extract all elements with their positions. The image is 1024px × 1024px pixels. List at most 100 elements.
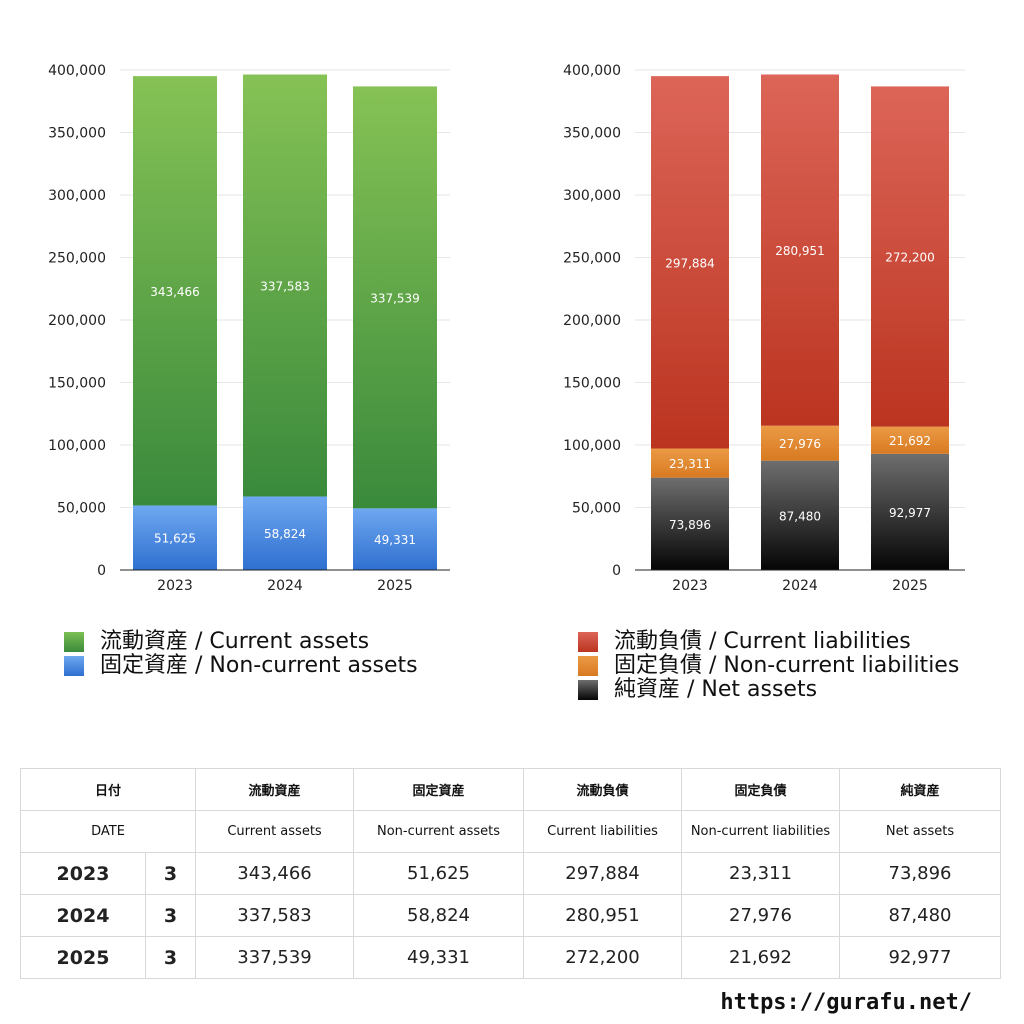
data-label: 272,200 — [885, 251, 935, 265]
legend-swatch-net-assets — [578, 680, 598, 700]
table-cell: 297,884 — [523, 852, 683, 895]
table-cell: 27,976 — [681, 894, 841, 937]
y-tick-label: 300,000 — [48, 188, 106, 204]
x-tick-label: 2023 — [672, 578, 708, 594]
y-tick-label: 400,000 — [48, 63, 106, 79]
legend-swatch-current-liabilities — [578, 632, 598, 652]
site-url[interactable]: https://gurafu.net/ — [720, 990, 972, 1015]
bar-segment — [133, 505, 217, 570]
table-header-cell: Non-current assets — [353, 810, 525, 853]
y-tick-label: 50,000 — [57, 501, 106, 517]
table-header-cell: 流動資産 — [195, 768, 355, 811]
y-tick-label: 150,000 — [563, 376, 621, 392]
legend-swatch-non-current-liabilities — [578, 656, 598, 676]
y-tick-label: 0 — [97, 563, 106, 579]
table-row: 2023 3 343,466 51,625 297,884 23,311 73,… — [20, 852, 1002, 895]
table-header-row: 日付 流動資産 固定資産 流動負債 固定負債 純資産 — [19, 768, 1002, 811]
assets-legend: 流動資産 / Current assets 固定資産 / Non-current… — [64, 630, 418, 678]
table-header-cell: Current liabilities — [523, 810, 683, 853]
data-label: 343,466 — [150, 285, 200, 299]
table-cell: 58,824 — [353, 894, 525, 937]
liabilities-legend: 流動負債 / Current liabilities 固定負債 / Non-cu… — [578, 630, 959, 702]
y-tick-label: 100,000 — [563, 438, 621, 454]
y-tick-label: 0 — [612, 563, 621, 579]
x-tick-label: 2025 — [892, 578, 928, 594]
legend-label: 固定負債 / Non-current liabilities — [614, 653, 960, 678]
y-tick-label: 200,000 — [48, 313, 106, 329]
y-tick-label: 400,000 — [563, 63, 621, 79]
legend-item: 純資産 / Net assets — [578, 678, 959, 702]
table-header-cell: Non-current liabilities — [681, 810, 841, 853]
data-label: 21,692 — [889, 434, 931, 448]
table-cell: 73,896 — [839, 852, 1002, 895]
bar-segment — [651, 477, 729, 570]
table-cell-month: 3 — [144, 894, 197, 937]
assets-chart: 0 50,000 100,000 150,000 200,000 250,000 300,0… — [48, 63, 450, 594]
bar-segment — [761, 74, 839, 426]
bar-segment — [243, 74, 327, 497]
data-label: 87,480 — [779, 509, 821, 523]
bar-segment — [353, 86, 437, 509]
data-label: 92,977 — [889, 506, 931, 520]
data-label: 337,539 — [370, 291, 420, 305]
table-cell-year: 2025 — [20, 936, 146, 979]
table-row: 2024 3 337,583 58,824 280,951 27,976 87,… — [20, 894, 1002, 937]
table-cell: 51,625 — [353, 852, 525, 895]
bar-segment — [871, 86, 949, 427]
table-header-date-en: DATE — [19, 810, 197, 853]
table-cell: 337,539 — [195, 936, 355, 979]
table-cell: 21,692 — [681, 936, 841, 979]
table-cell: 87,480 — [839, 894, 1002, 937]
y-tick-label: 250,000 — [563, 251, 621, 267]
bar-segment — [651, 448, 729, 478]
x-tick-label: 2023 — [157, 578, 193, 594]
bar-segment — [761, 460, 839, 570]
bar-segment — [871, 426, 949, 454]
data-label: 49,331 — [374, 533, 416, 547]
y-tick-label: 300,000 — [563, 188, 621, 204]
legend-item: 流動資産 / Current assets — [64, 630, 418, 654]
y-tick-label: 350,000 — [48, 126, 106, 142]
data-label: 337,583 — [260, 279, 310, 293]
y-tick-label: 350,000 — [563, 126, 621, 142]
table-row: 2025 3 337,539 49,331 272,200 21,692 92,… — [20, 936, 1002, 979]
table-cell: 343,466 — [195, 852, 355, 895]
legend-swatch-non-current-assets — [64, 656, 84, 676]
legend-item: 流動負債 / Current liabilities — [578, 630, 959, 654]
bar-segment — [353, 508, 437, 570]
data-label: 58,824 — [264, 527, 306, 541]
y-tick-label: 150,000 — [48, 376, 106, 392]
data-label: 73,896 — [669, 518, 711, 532]
table-cell-month: 3 — [144, 852, 197, 895]
data-label: 51,625 — [154, 532, 196, 546]
y-tick-label: 50,000 — [572, 501, 621, 517]
bar-segment — [761, 425, 839, 461]
liabilities-chart: 0 50,000 100,000 150,000 200,000 250,000 300,0… — [563, 63, 965, 594]
legend-label: 純資産 / Net assets — [614, 677, 818, 702]
legend-label: 流動資産 / Current assets — [100, 629, 370, 654]
y-tick-label: 100,000 — [48, 438, 106, 454]
bar-segment — [243, 496, 327, 570]
table-header-cell: 固定資産 — [353, 768, 525, 811]
table-header-cell: Net assets — [839, 810, 1002, 853]
table-cell: 92,977 — [839, 936, 1002, 979]
data-table: 日付 流動資産 固定資産 流動負債 固定負債 純資産 DATE Current … — [19, 768, 1002, 979]
x-tick-label: 2024 — [782, 578, 818, 594]
data-label: 297,884 — [665, 256, 715, 270]
table-header-date: 日付 — [19, 768, 197, 811]
table-cell-year: 2024 — [20, 894, 146, 937]
legend-swatch-current-assets — [64, 632, 84, 652]
table-cell-year: 2023 — [20, 852, 146, 895]
table-cell: 49,331 — [353, 936, 525, 979]
table-cell: 272,200 — [523, 936, 683, 979]
table-header-cell: 固定負債 — [681, 768, 841, 811]
table-cell: 337,583 — [195, 894, 355, 937]
bar-segment — [651, 76, 729, 449]
x-tick-label: 2024 — [267, 578, 303, 594]
table-header-cell: Current assets — [195, 810, 355, 853]
legend-label: 流動負債 / Current liabilities — [614, 629, 911, 654]
table-cell-month: 3 — [144, 936, 197, 979]
bar-segment — [133, 76, 217, 506]
legend-item: 固定資産 / Non-current assets — [64, 654, 418, 678]
x-tick-label: 2025 — [377, 578, 413, 594]
